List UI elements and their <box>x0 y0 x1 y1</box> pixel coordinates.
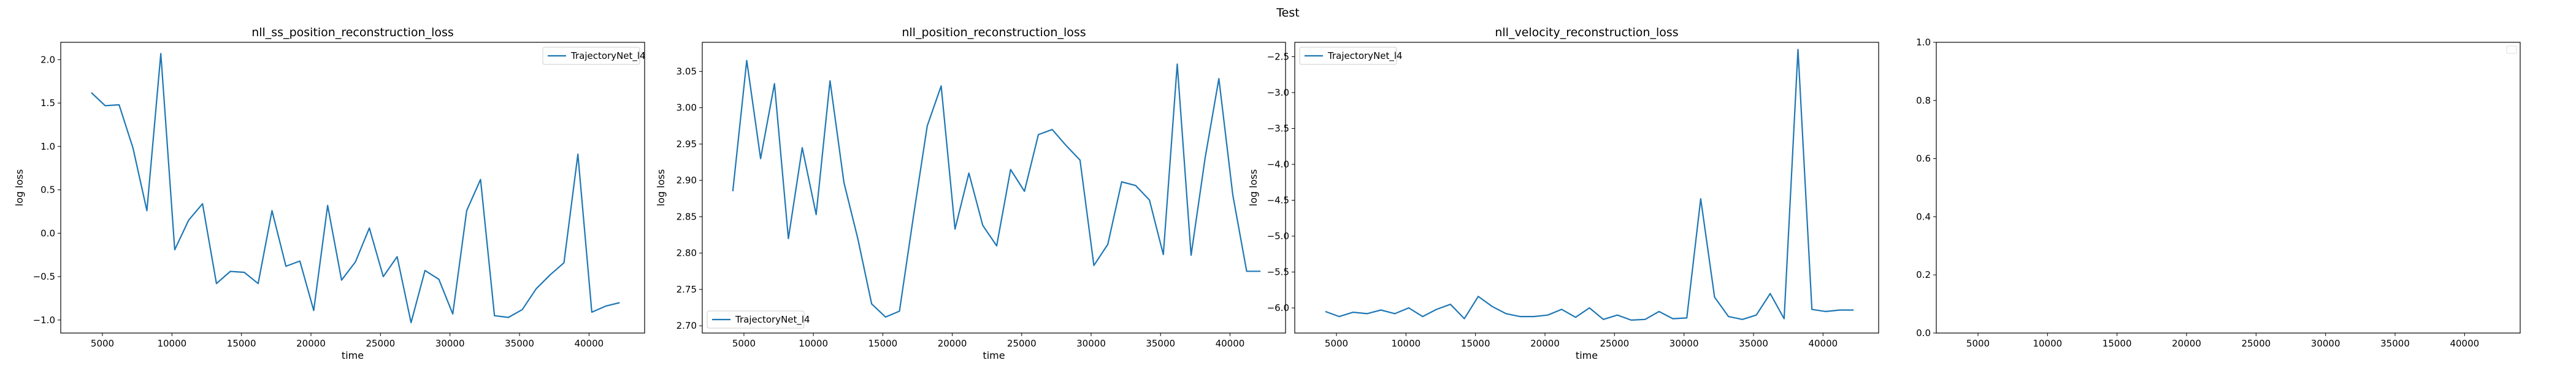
x-tick-label: 15000 <box>227 338 256 349</box>
series-line-1 <box>91 53 620 324</box>
subplot-title: nll_position_reconstruction_loss <box>902 26 1086 39</box>
y-tick-label: 3.00 <box>677 102 697 113</box>
y-tick-label: 0.0 <box>1916 328 1931 339</box>
x-tick-label: 10000 <box>157 338 186 349</box>
y-tick-label: −6.0 <box>1267 302 1289 313</box>
y-axis-label: log loss <box>1248 169 1259 206</box>
y-tick-label: −4.5 <box>1267 194 1289 205</box>
y-tick-label: −1.0 <box>33 315 55 326</box>
x-tick-label: 25000 <box>1600 338 1629 349</box>
x-tick-label: 25000 <box>1007 338 1037 349</box>
y-tick-label: 1.0 <box>1916 37 1931 48</box>
legend-box <box>542 47 640 65</box>
x-tick-label: 5000 <box>732 338 756 349</box>
legend: TrajectoryNet_l4 <box>542 47 646 65</box>
x-tick-label: 5000 <box>91 338 114 349</box>
subplot-1: 5000 10000 15000 20000 25000 30000 35000 40000 −… <box>13 26 646 361</box>
y-tick-label: −4.0 <box>1267 159 1289 170</box>
x-tick-label: 30000 <box>435 338 465 349</box>
y-tick-label: 3.05 <box>677 66 697 77</box>
y-tick-label: −5.0 <box>1267 231 1289 242</box>
series-line-1 <box>1325 48 1854 321</box>
x-tick-label: 25000 <box>366 338 395 349</box>
x-tick-label: 10000 <box>2033 338 2062 349</box>
x-tick-label: 40000 <box>574 338 604 349</box>
x-tick-label: 20000 <box>296 338 326 349</box>
y-tick-label: 2.0 <box>40 54 55 65</box>
y-tick-label: −3.0 <box>1267 87 1289 98</box>
y-tick-label: 2.75 <box>677 284 697 295</box>
y-tick-label: 0.6 <box>1916 153 1931 164</box>
legend: TrajectoryNet_l4 <box>1299 47 1403 65</box>
x-tick-label: 5000 <box>1966 338 1990 349</box>
y-tick-label: 2.85 <box>677 211 697 222</box>
x-axis-label: time <box>1576 350 1598 361</box>
y-tick-label: 0.2 <box>1916 269 1931 280</box>
y-tick-label: −2.5 <box>1267 51 1289 62</box>
y-tick-label: −5.5 <box>1267 267 1289 278</box>
x-tick-label: 40000 <box>1216 338 1245 349</box>
y-tick-label: 2.90 <box>677 175 697 186</box>
x-tick-label: 40000 <box>1808 338 1838 349</box>
y-axis-label: log loss <box>655 169 667 206</box>
y-tick-label: −3.5 <box>1267 123 1289 134</box>
axes-frame <box>702 42 1286 334</box>
y-tick-label: −0.5 <box>33 271 55 282</box>
x-tick-label: 15000 <box>1461 338 1490 349</box>
legend-box <box>1299 47 1397 65</box>
legend-box-empty <box>2506 45 2517 54</box>
subplot-title: nll_ss_position_reconstruction_loss <box>251 26 454 39</box>
x-tick-label: 25000 <box>2241 338 2271 349</box>
x-tick-label: 20000 <box>2172 338 2201 349</box>
y-tick-label: 1.5 <box>40 98 55 109</box>
subplot-4: 5000 10000 15000 20000 25000 30000 35000 40000 0… <box>1916 37 2521 349</box>
axes-frame <box>1936 42 2521 334</box>
x-tick-label: 5000 <box>1325 338 1348 349</box>
legend-label: TrajectoryNet_l4 <box>735 314 810 326</box>
x-axis-label: time <box>983 350 1005 361</box>
x-tick-label: 20000 <box>938 338 967 349</box>
x-tick-label: 35000 <box>1146 338 1175 349</box>
x-tick-label: 10000 <box>799 338 828 349</box>
figure-title: Test <box>1276 6 1300 20</box>
y-tick-label: 0.5 <box>40 185 55 196</box>
axes-frame <box>1294 42 1879 334</box>
y-tick-label: 2.80 <box>677 248 697 259</box>
x-tick-label: 35000 <box>505 338 534 349</box>
subplot-2: 5000 10000 15000 20000 25000 30000 35000 40000 2… <box>655 26 1286 361</box>
x-tick-label: 15000 <box>868 338 897 349</box>
series-line-1 <box>732 59 1261 318</box>
y-tick-label: 2.95 <box>677 139 697 150</box>
x-tick-label: 30000 <box>1076 338 1106 349</box>
y-axis-label: log loss <box>13 169 25 206</box>
subplot-title: nll_velocity_reconstruction_loss <box>1495 26 1678 39</box>
x-tick-label: 35000 <box>1739 338 1768 349</box>
axes-frame <box>60 42 645 334</box>
x-tick-label: 35000 <box>2380 338 2410 349</box>
y-tick-label: 2.70 <box>677 320 697 331</box>
x-tick-label: 40000 <box>2450 338 2479 349</box>
y-tick-label: 1.0 <box>40 141 55 152</box>
legend-box <box>707 310 805 329</box>
x-axis-label: time <box>342 350 364 361</box>
y-tick-label: 0.4 <box>1916 211 1931 222</box>
legend-label: TrajectoryNet_l4 <box>1327 50 1403 62</box>
x-tick-label: 20000 <box>1530 338 1560 349</box>
y-tick-label: 0.8 <box>1916 95 1931 106</box>
x-tick-label: 30000 <box>1669 338 1699 349</box>
x-tick-label: 10000 <box>1391 338 1420 349</box>
legend: TrajectoryNet_l4 <box>707 310 810 329</box>
x-tick-label: 15000 <box>2103 338 2132 349</box>
y-tick-label: 0.0 <box>40 228 55 239</box>
x-tick-label: 30000 <box>2311 338 2340 349</box>
legend-label: TrajectoryNet_l4 <box>570 50 646 62</box>
subplot-3: 5000 10000 15000 20000 25000 30000 35000 40000 −… <box>1248 26 1879 361</box>
